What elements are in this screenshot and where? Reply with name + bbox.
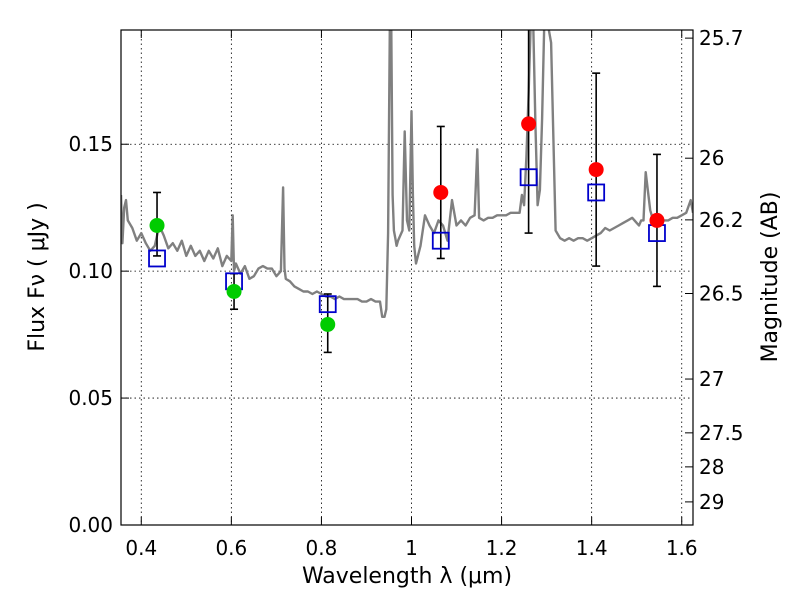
x-tick-label: 0.8 bbox=[306, 536, 338, 560]
optical-point bbox=[320, 316, 336, 332]
model-square bbox=[431, 231, 450, 250]
model-square bbox=[318, 295, 337, 314]
nir-point bbox=[433, 184, 449, 200]
right-tick-label: 29 bbox=[699, 490, 724, 514]
x-axis-label: Wavelength λ (μm) bbox=[302, 564, 512, 589]
y-tick-label: 0.10 bbox=[68, 259, 113, 283]
nir-point bbox=[521, 116, 537, 132]
plot-frame bbox=[120, 29, 694, 526]
axes: 0.4 0.6 0.8 1 1.2 1.4 1.6 0.00 0.05 0.10 0.15 25.7 2… bbox=[68, 26, 743, 560]
y-tick-label: 0.15 bbox=[68, 132, 113, 156]
y-axis-label: Flux Fν ( μJy ) bbox=[25, 202, 50, 351]
model-square bbox=[587, 183, 606, 202]
model-square bbox=[519, 168, 538, 187]
x-tick-label: 1 bbox=[405, 536, 418, 560]
x-tick-label: 0.6 bbox=[215, 536, 247, 560]
y-tick-label: 0.05 bbox=[68, 386, 113, 410]
right-tick-label: 26 bbox=[699, 146, 724, 170]
nir-point bbox=[649, 212, 665, 228]
optical-point bbox=[226, 283, 242, 299]
nir-point bbox=[588, 162, 604, 178]
x-tick-label: 1.6 bbox=[666, 536, 698, 560]
optical-point bbox=[149, 217, 165, 233]
x-tick-label: 0.4 bbox=[125, 536, 157, 560]
spectrum-line bbox=[121, 30, 693, 318]
right-tick-label: 25.7 bbox=[699, 26, 744, 50]
right-axis-label: Magnitude (AB) bbox=[758, 192, 783, 363]
right-tick-label: 28 bbox=[699, 455, 724, 479]
right-tick-label: 26.2 bbox=[699, 208, 744, 232]
right-tick-label: 27.5 bbox=[699, 421, 744, 445]
plot-background bbox=[121, 30, 693, 525]
right-tick-label: 27 bbox=[699, 367, 724, 391]
data-layer bbox=[121, 30, 693, 354]
x-tick-label: 1.2 bbox=[486, 536, 518, 560]
x-tick-label: 1.4 bbox=[576, 536, 608, 560]
model-square bbox=[148, 249, 166, 268]
y-tick-label: 0.00 bbox=[68, 513, 113, 537]
right-tick-label: 26.5 bbox=[699, 281, 744, 305]
